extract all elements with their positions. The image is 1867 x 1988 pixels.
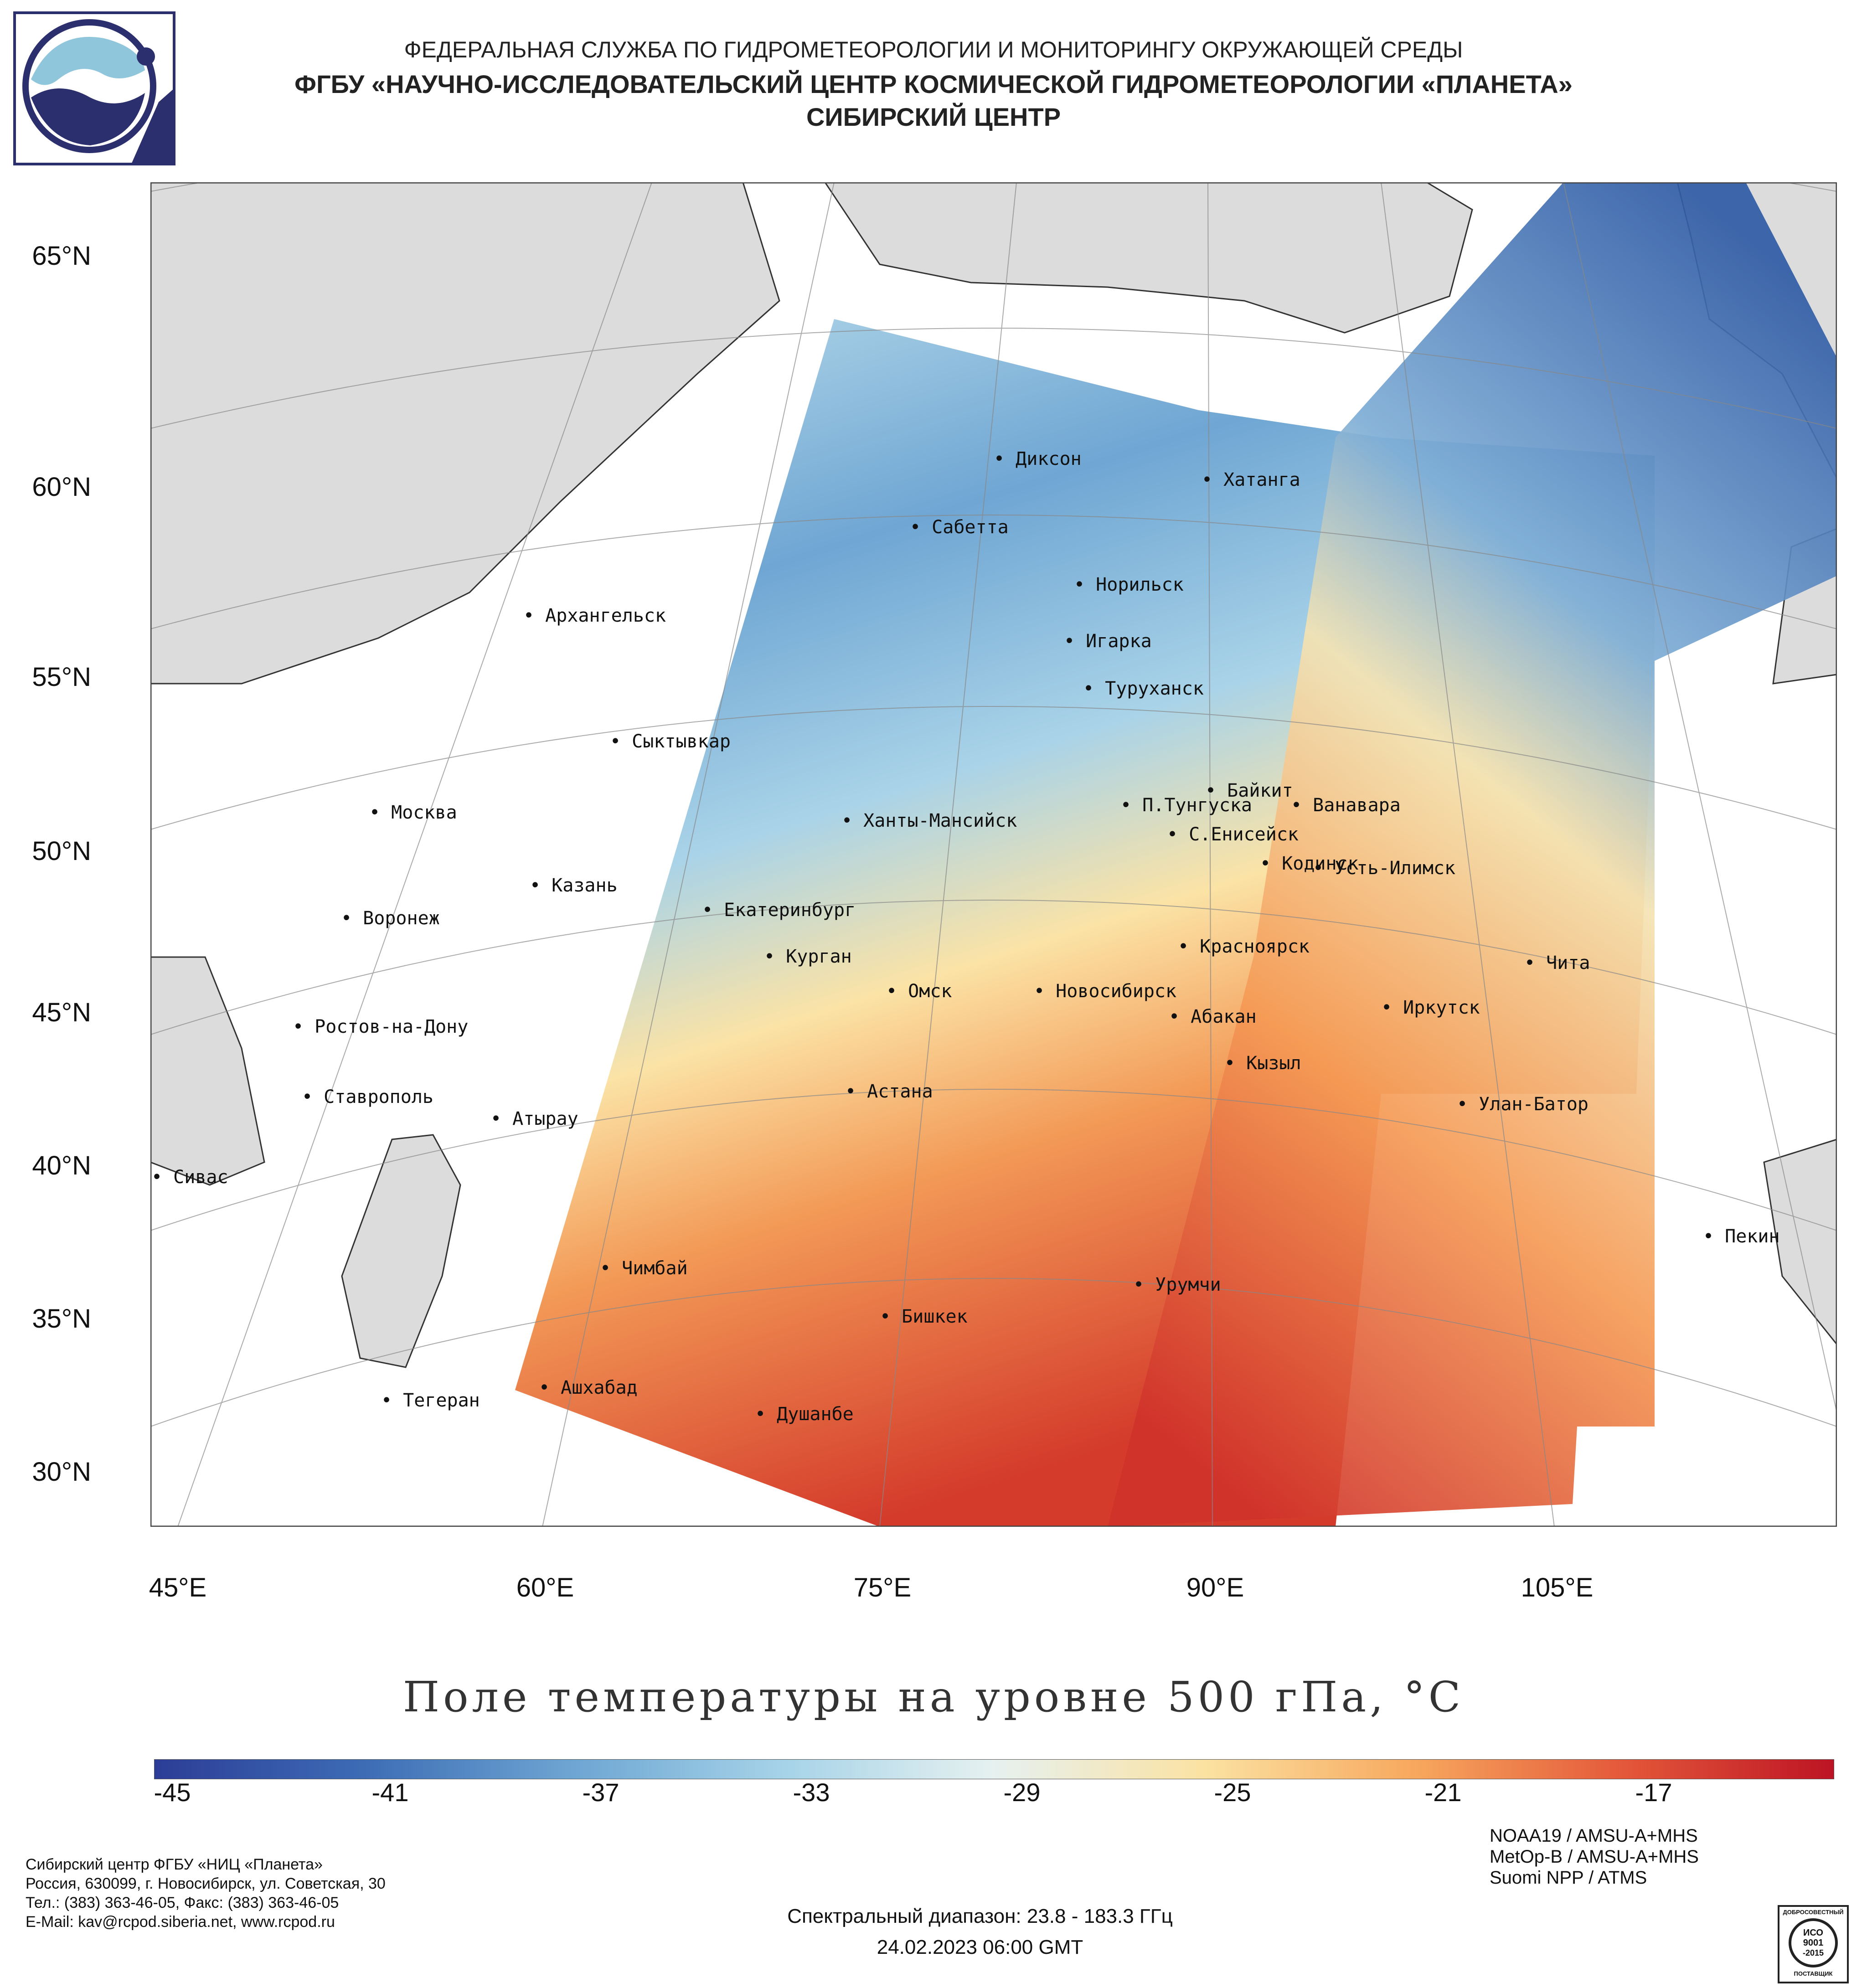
observation-datetime: 24.02.2023 06:00 GMT xyxy=(877,1936,1083,1958)
colorbar xyxy=(154,1759,1834,1779)
city-label: • Чита xyxy=(1524,953,1590,973)
city-label: • Кодинск xyxy=(1260,853,1359,874)
city-label: • Астана xyxy=(845,1081,933,1102)
city-label: • Абакан xyxy=(1169,1006,1257,1027)
colorbar-tick: -45 xyxy=(154,1778,191,1807)
header-institute: ФГБУ «НАУЧНО-ИССЛЕДОВАТЕЛЬСКИЙ ЦЕНТР КОС… xyxy=(294,70,1573,98)
city-label: • Диксон xyxy=(994,448,1082,469)
city-label: • Тегеран xyxy=(381,1390,480,1411)
colorbar-tick: -41 xyxy=(371,1778,409,1807)
city-label: • Ханты-Мансийск xyxy=(841,810,1017,831)
city-label: • Сыктывкар xyxy=(610,731,731,752)
city-label: • Сивас xyxy=(151,1167,228,1188)
city-label: • Байкит xyxy=(1205,780,1293,801)
city-label: • Норильск xyxy=(1074,574,1184,595)
city-label: • Архангельск xyxy=(523,605,666,626)
lat-label: 45°N xyxy=(32,998,91,1027)
satellite-list: NOAA19 / AMSU-A+MHS MetOp-B / AMSU-A+MHS… xyxy=(1490,1826,1699,1888)
spectral-range: Спектральный диапазон: 23.8 - 183.3 ГГц xyxy=(787,1905,1173,1927)
city-label: • Сабетта xyxy=(910,517,1009,538)
city-label: • Туруханск xyxy=(1083,678,1204,699)
city-label: • Ставрополь xyxy=(302,1087,433,1107)
lon-label: 45°E xyxy=(149,1573,207,1602)
city-label: • П.Тунгуска xyxy=(1120,795,1252,816)
city-label: • Ванавара xyxy=(1291,795,1401,816)
lat-label: 30°N xyxy=(32,1457,91,1487)
header-center: СИБИРСКИЙ ЦЕНТР xyxy=(806,103,1061,131)
city-label: • Хатанга xyxy=(1202,469,1300,490)
city-label: • Душанбе xyxy=(755,1404,854,1425)
lat-label: 50°N xyxy=(32,836,91,866)
city-label: • Иркутск xyxy=(1381,997,1480,1018)
city-label: • Москва xyxy=(369,802,457,823)
city-label: • Ашхабад xyxy=(539,1377,638,1398)
city-label: • Новосибирск xyxy=(1034,981,1177,1002)
city-label: • Пекин xyxy=(1703,1226,1780,1247)
header-agency: ФЕДЕРАЛЬНАЯ СЛУЖБА ПО ГИДРОМЕТЕОРОЛОГИИ … xyxy=(404,37,1463,62)
footer-org: Сибирский центр ФГБУ «НИЦ «Планета» Росс… xyxy=(26,1856,386,1931)
lat-label: 55°N xyxy=(32,662,91,692)
lon-label: 105°E xyxy=(1521,1573,1594,1602)
city-label: • Курган xyxy=(764,946,852,967)
lon-label: 75°E xyxy=(853,1573,912,1602)
colorbar-tick: -25 xyxy=(1214,1778,1251,1807)
city-label: • Кызыл xyxy=(1224,1053,1301,1074)
city-label: • Атырау xyxy=(490,1108,578,1129)
lat-label: 40°N xyxy=(32,1151,91,1180)
colorbar-tick: -33 xyxy=(793,1778,830,1807)
city-label: • Омск xyxy=(886,981,952,1002)
city-label: • Усть-Илимск xyxy=(1313,858,1456,879)
city-label: • Улан-Батор xyxy=(1457,1094,1588,1115)
lat-label: 60°N xyxy=(32,472,91,502)
colorbar-tick: -29 xyxy=(1003,1778,1041,1807)
colorbar-tick: -17 xyxy=(1635,1778,1672,1807)
temperature-map xyxy=(150,182,1837,1527)
city-label: • Бишкек xyxy=(880,1306,968,1327)
city-label: • Урумчи xyxy=(1133,1274,1221,1295)
colorbar-tick: -37 xyxy=(582,1778,619,1807)
map-title: Поле температуры на уровне 500 гПа, °С xyxy=(402,1673,1465,1721)
city-label: • Красноярск xyxy=(1178,936,1310,957)
lon-label: 90°E xyxy=(1186,1573,1244,1602)
iso-badge: ДОБРОСОВЕСТНЫЙ ИСО 9001 -2015 ПОСТАВЩИК xyxy=(1778,1905,1849,1983)
city-label: • Чимбай xyxy=(600,1258,688,1279)
planeta-logo xyxy=(13,11,175,165)
city-label: • Воронеж xyxy=(341,908,440,929)
lat-label: 35°N xyxy=(32,1304,91,1334)
city-label: • Игарка xyxy=(1064,631,1152,652)
city-label: • Казань xyxy=(530,875,618,896)
city-label: • Екатеринбург xyxy=(702,900,856,921)
city-label: • С.Енисейск xyxy=(1167,824,1299,845)
lat-label: 65°N xyxy=(32,241,91,271)
city-label: • Ростов-на-Дону xyxy=(293,1016,469,1037)
lon-label: 60°E xyxy=(516,1573,574,1602)
colorbar-tick: -21 xyxy=(1424,1778,1462,1807)
